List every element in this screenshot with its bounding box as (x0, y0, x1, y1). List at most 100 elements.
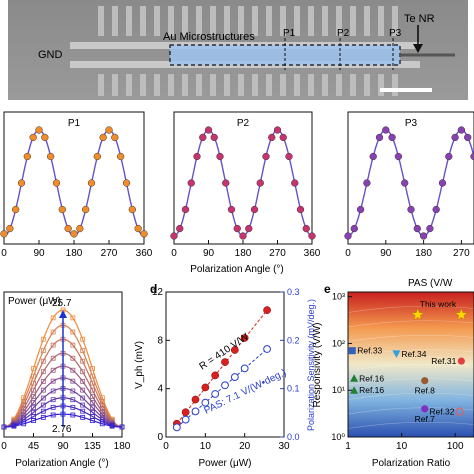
panel-d-frame (165, 291, 285, 438)
power-marker (40, 358, 46, 364)
power-marker (1, 424, 7, 430)
power-marker (90, 380, 95, 386)
data-point (199, 133, 207, 142)
micro-pad-bottom (350, 74, 356, 96)
point-label: Ref.32 (429, 407, 454, 417)
square-marker-icon (348, 347, 356, 355)
micrograph: GND Au Microstructures P1 P2 P3 Te NR (8, 0, 468, 100)
x-tick-label: 270 (269, 248, 286, 259)
te-arrow-head-icon (413, 44, 423, 53)
point-label: Ref.33 (357, 346, 382, 356)
power-marker (70, 329, 76, 335)
contour-line (347, 363, 474, 371)
data-point (41, 133, 49, 142)
micro-pad-top (154, 6, 160, 36)
power-marker (80, 358, 86, 364)
data-point (256, 179, 264, 187)
data-point (52, 179, 61, 187)
x-tick-label: 270 (453, 248, 470, 259)
x-tick-label: 180 (415, 248, 432, 259)
micro-pad-bottom (322, 74, 328, 96)
contour-line (347, 320, 474, 328)
data-point (285, 152, 293, 161)
data-point (245, 224, 253, 233)
gnd-label: GND (38, 49, 63, 61)
micro-pad-bottom (238, 74, 244, 96)
power-marker (70, 342, 76, 348)
micro-pad-bottom (336, 74, 342, 96)
contour-line (347, 334, 474, 342)
x-tick-label: 180 (235, 248, 252, 259)
power-marker (70, 378, 76, 384)
micro-pad-bottom (98, 74, 104, 96)
micro-pads (98, 6, 398, 96)
data-point (93, 152, 101, 161)
x-tick-label: 0 (345, 248, 351, 259)
data-point (419, 232, 428, 240)
point-label: Ref.31 (431, 356, 456, 366)
micro-pad-top (364, 6, 370, 36)
x-tick-label: 10 (396, 441, 408, 452)
y-tick-label: 10² (332, 338, 345, 348)
blue-point (263, 345, 271, 353)
circle-marker-icon (421, 405, 429, 413)
data-point (401, 179, 409, 187)
power-marker (90, 373, 95, 379)
micro-pad-top (182, 6, 188, 36)
blue-point (201, 398, 210, 407)
p2-label: P2 (337, 28, 350, 39)
red-point (240, 334, 249, 342)
panel-d-xlabel: Power (μW) (199, 458, 252, 469)
micro-pad-bottom (294, 74, 300, 96)
x-tick-label: 100 (447, 441, 464, 452)
panel-title: P3 (405, 118, 418, 129)
contour-line (347, 349, 474, 357)
power-marker (90, 400, 95, 405)
micro-pad-bottom (378, 74, 384, 96)
p3-label: P3 (389, 28, 402, 39)
star-marker-icon (411, 308, 425, 321)
x-tick-label: 135 (84, 441, 101, 452)
data-point (111, 133, 119, 142)
data-point (308, 232, 316, 240)
panel-e-ylabel: Responsivity (V/W) (312, 322, 323, 407)
te-nr-label: Te NR (404, 13, 435, 25)
power-marker (70, 355, 76, 361)
data-point (122, 179, 131, 187)
red-point (201, 383, 210, 392)
panel-e-contours (347, 305, 474, 429)
x-tick-label: 90 (380, 248, 392, 259)
data-point (58, 205, 66, 214)
data-point (356, 205, 365, 214)
data-point (344, 232, 352, 240)
blue-point (211, 390, 220, 398)
data-point (35, 126, 43, 134)
y-tick-label: 0 (157, 432, 163, 443)
data-point (227, 205, 236, 214)
micro-pad-top (280, 6, 286, 36)
micro-pad-bottom (308, 74, 314, 96)
power-marker (50, 412, 56, 418)
panel-b-frame (173, 111, 313, 245)
data-point (369, 152, 377, 161)
x-tick-label: 20 (239, 441, 251, 452)
power-marker (40, 414, 46, 420)
panel-b-frame (3, 111, 145, 245)
micro-pad-bottom (210, 74, 216, 96)
panel-e-xlabel: Polarization Ratio (372, 458, 451, 469)
micro-pad-top (252, 6, 258, 36)
data-point (445, 152, 453, 161)
power-marker (40, 402, 46, 408)
x-tick-label: 360 (136, 248, 153, 259)
y-tick-label: 10⁰ (331, 432, 345, 442)
data-point (250, 205, 259, 214)
power-marker (31, 394, 36, 399)
power-marker (40, 336, 46, 342)
data-point (470, 152, 474, 161)
blue-point (181, 415, 190, 424)
power-marker (80, 336, 86, 342)
panel-c-bottom-label: 2.76 (52, 424, 72, 435)
panel-title: P2 (237, 118, 250, 129)
data-point (239, 232, 247, 240)
